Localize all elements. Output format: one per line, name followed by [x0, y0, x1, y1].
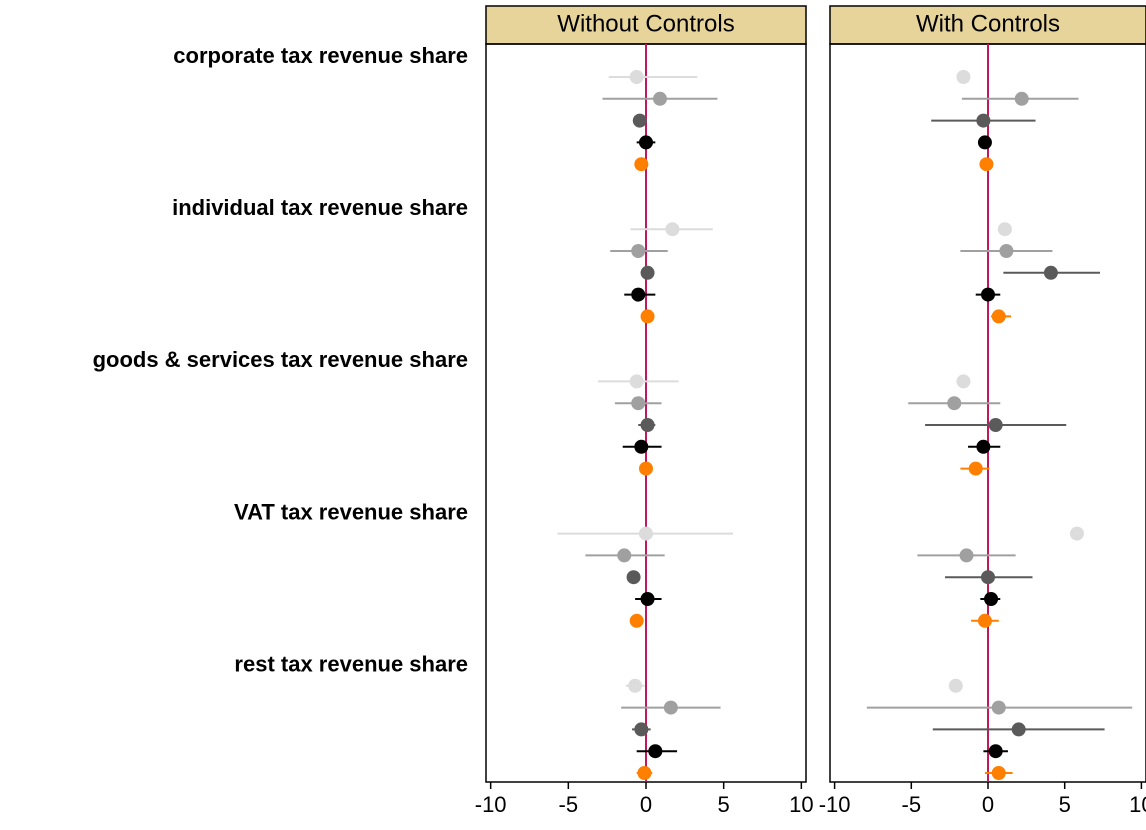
point — [981, 287, 995, 302]
point — [979, 157, 994, 172]
row-label: individual tax revenue share — [172, 195, 468, 220]
x-tick-label: 10 — [1129, 792, 1146, 817]
row-label: VAT tax revenue share — [234, 499, 468, 524]
point — [665, 222, 680, 237]
x-tick-label: 0 — [640, 792, 652, 817]
row-label: goods & services tax revenue share — [93, 347, 468, 372]
point — [991, 700, 1006, 715]
point — [652, 91, 667, 106]
point — [977, 135, 992, 150]
x-tick-label: 5 — [1059, 792, 1071, 817]
point — [1043, 265, 1058, 280]
strip — [485, 5, 807, 45]
point — [977, 613, 992, 628]
point — [628, 678, 643, 693]
x-tick-label: 0 — [982, 792, 994, 817]
point — [631, 287, 646, 302]
point — [1011, 722, 1026, 737]
point — [639, 526, 653, 541]
point — [956, 374, 971, 389]
x-tick-label: -5 — [559, 792, 579, 817]
point — [629, 613, 644, 628]
point — [981, 570, 995, 585]
point — [988, 744, 1003, 759]
row-label: corporate tax revenue share — [173, 43, 468, 68]
point — [634, 439, 649, 454]
x-tick-label: 5 — [718, 792, 730, 817]
point — [629, 374, 644, 389]
point — [991, 309, 1006, 324]
point — [634, 157, 649, 172]
point — [997, 222, 1012, 237]
point — [640, 309, 655, 324]
point — [617, 548, 632, 563]
point — [629, 70, 644, 84]
point — [984, 592, 999, 606]
point — [999, 244, 1014, 258]
x-tick-label: -5 — [902, 792, 922, 817]
point — [648, 744, 663, 759]
point — [639, 461, 653, 476]
x-tick-label: -10 — [475, 792, 507, 817]
point — [1069, 526, 1084, 541]
panel-title: Without Controls — [557, 10, 734, 37]
x-tick-label: -10 — [819, 792, 851, 817]
point — [663, 700, 678, 715]
panel-title: With Controls — [916, 10, 1060, 37]
point — [956, 70, 971, 84]
point — [959, 548, 974, 563]
point — [948, 678, 963, 693]
strip — [829, 5, 1146, 45]
point — [968, 461, 983, 476]
point — [976, 439, 991, 454]
point — [988, 418, 1003, 432]
point — [640, 592, 655, 606]
point — [640, 265, 655, 280]
x-tick-label: 10 — [789, 792, 813, 817]
point — [626, 570, 641, 585]
point — [1014, 91, 1029, 106]
point — [976, 113, 991, 128]
point — [640, 418, 655, 432]
point — [639, 135, 653, 150]
point — [634, 722, 649, 737]
row-label: rest tax revenue share — [234, 652, 468, 677]
point — [947, 396, 962, 411]
point — [631, 396, 646, 411]
point — [991, 766, 1006, 780]
point — [631, 244, 646, 258]
point — [632, 113, 647, 128]
point — [637, 766, 652, 780]
